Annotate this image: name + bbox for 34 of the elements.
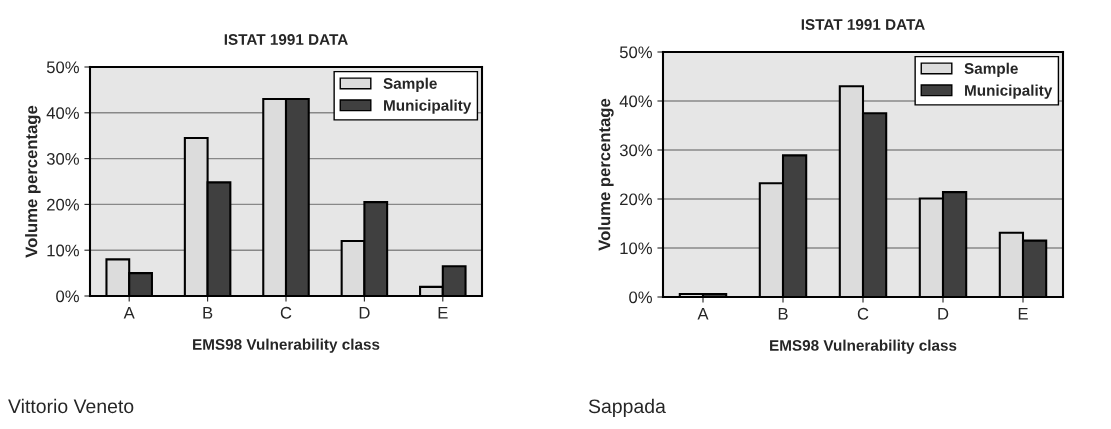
y-tick-label: 50% (619, 46, 652, 59)
x-tick-label: D (938, 308, 949, 320)
x-tick-label: E (438, 307, 448, 319)
legend-label: Municipality (384, 99, 472, 114)
text: Sappada (588, 398, 666, 417)
x-tick-label: A (123, 307, 135, 319)
y-tick-label: 0% (629, 291, 652, 304)
x-axis-title: EMS98 Vulnerability class (193, 338, 380, 353)
x-tick-label: C (857, 307, 869, 320)
y-tick-label: 40% (46, 107, 79, 119)
legend-label: Municipality (965, 84, 1053, 99)
x-tick-label: E (1018, 308, 1028, 320)
y-tick-label: 10% (47, 244, 79, 257)
x-axis-title: EMS98 Vulnerability class (770, 339, 957, 354)
y-tick-label: 20% (620, 193, 652, 206)
y-tick-label: 30% (619, 144, 652, 157)
legend-label: Sample (383, 77, 437, 92)
x-tick-label: B (203, 307, 213, 319)
y-tick-label: 20% (47, 198, 79, 211)
legend-label: Sample (964, 62, 1018, 77)
x-tick-label: A (697, 308, 709, 320)
x-tick-label: B (778, 308, 788, 320)
chart-title: ISTAT 1991 DATA (801, 19, 925, 30)
x-tick-label: D (359, 307, 370, 319)
y-tick-label: 50% (46, 61, 79, 74)
y-tick-label: 30% (46, 153, 79, 165)
text: Vittorio Veneto (8, 398, 134, 414)
y-axis-title: Volume percentage (598, 98, 614, 251)
y-tick-label: 0% (56, 290, 79, 303)
y-tick-label: 40% (619, 95, 652, 108)
y-tick-label: 10% (620, 242, 652, 255)
y-axis-title: Volume percentage (25, 105, 41, 258)
x-tick-label: C (280, 306, 292, 319)
chart-title: ISTAT 1991 DATA (224, 34, 348, 45)
